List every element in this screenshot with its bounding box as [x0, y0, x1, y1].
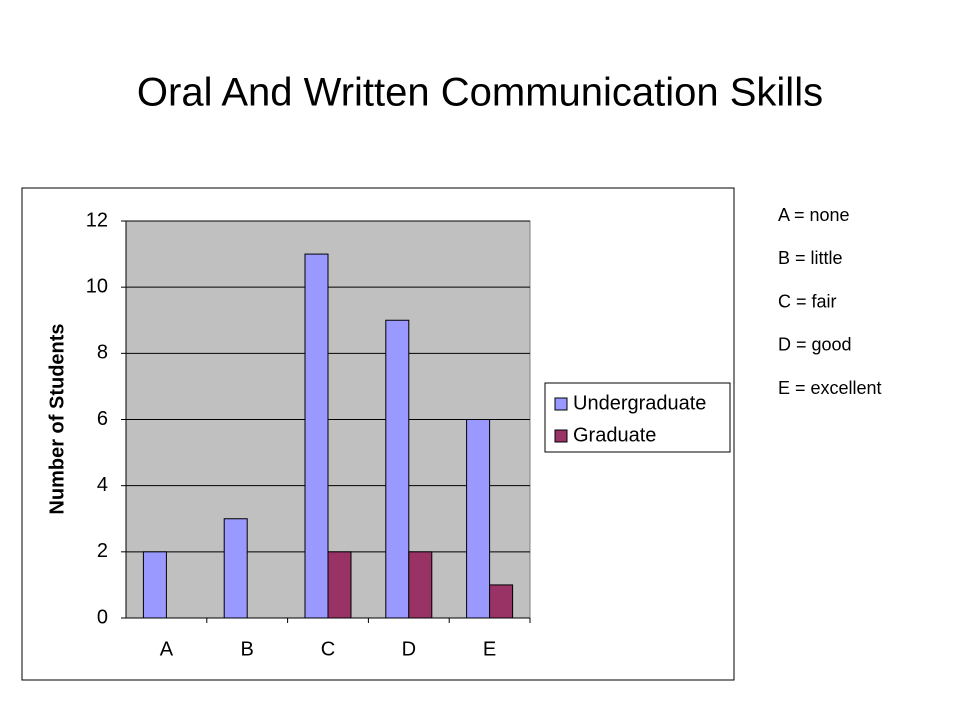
bar — [142, 551, 167, 619]
bar — [466, 419, 491, 619]
y-tick-label: 8 — [97, 342, 108, 364]
x-tick-label: B — [241, 638, 254, 660]
y-tick-label: 6 — [97, 408, 108, 430]
bar — [223, 518, 248, 619]
annotation: E = excellent — [778, 378, 882, 398]
legend — [544, 382, 731, 453]
y-tick-label: 4 — [97, 474, 108, 496]
bar — [489, 584, 514, 619]
annotation: A = none — [778, 205, 850, 225]
annotation: B = little — [778, 248, 843, 268]
legend-label: Undergraduate — [573, 392, 706, 414]
bar — [304, 253, 329, 619]
y-tick-label: 2 — [97, 540, 108, 562]
x-tick-label: C — [321, 638, 335, 660]
y-tick-label: 12 — [86, 209, 108, 231]
x-tick-label: A — [160, 638, 174, 660]
y-tick-label: 0 — [97, 606, 108, 628]
y-tick-label: 10 — [86, 275, 108, 297]
x-tick-label: E — [483, 638, 496, 660]
y-axis-label: Number of Students — [46, 323, 68, 514]
annotation: D = good — [778, 335, 852, 355]
legend-swatch — [554, 397, 568, 411]
bar — [385, 319, 410, 619]
chart-title: Oral And Written Communication Skills — [137, 71, 823, 115]
annotation: C = fair — [778, 291, 837, 311]
x-tick-label: D — [402, 638, 416, 660]
legend-swatch — [554, 429, 568, 443]
bar — [408, 551, 433, 619]
legend-label: Graduate — [573, 424, 656, 446]
bar — [327, 551, 352, 619]
